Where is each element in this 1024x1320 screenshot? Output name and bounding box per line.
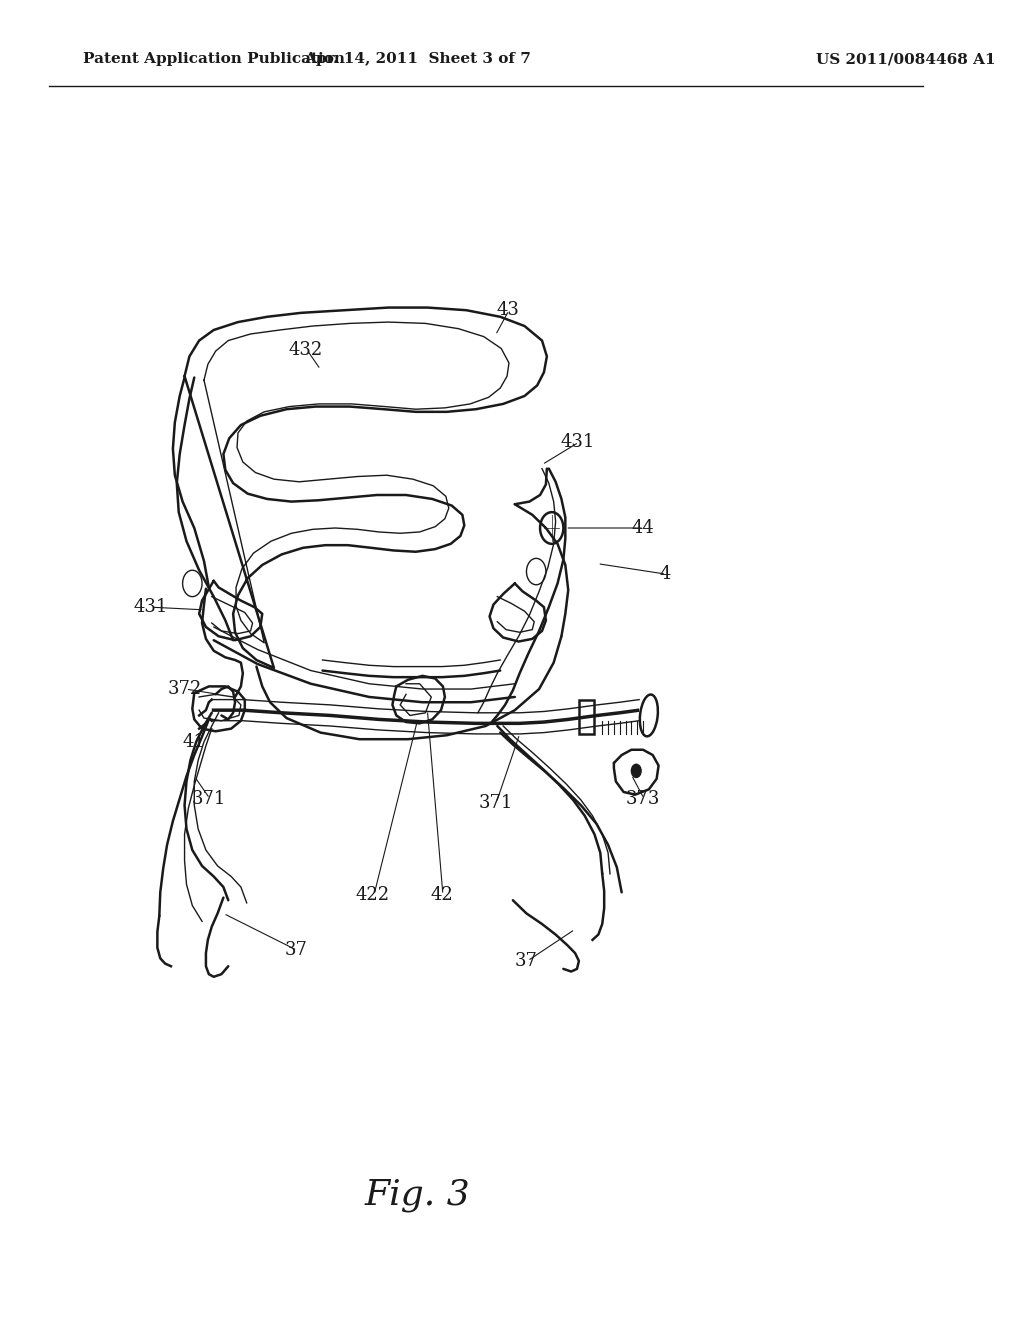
Text: 41: 41 [183, 733, 206, 751]
Text: 371: 371 [191, 789, 226, 808]
Text: 37: 37 [515, 952, 538, 970]
Text: 4: 4 [659, 565, 671, 583]
Text: 431: 431 [561, 433, 595, 451]
Text: 371: 371 [478, 793, 513, 812]
Text: 432: 432 [289, 341, 324, 359]
Text: 372: 372 [168, 680, 202, 698]
Text: US 2011/0084468 A1: US 2011/0084468 A1 [816, 53, 995, 66]
Text: 44: 44 [632, 519, 654, 537]
Text: 431: 431 [133, 598, 168, 616]
Text: 373: 373 [626, 789, 660, 808]
Text: 37: 37 [285, 941, 307, 960]
Text: Apr. 14, 2011  Sheet 3 of 7: Apr. 14, 2011 Sheet 3 of 7 [304, 53, 531, 66]
Text: 43: 43 [497, 301, 519, 319]
Bar [579, 700, 595, 734]
Text: Patent Application Publication: Patent Application Publication [83, 53, 344, 66]
Text: 42: 42 [430, 886, 454, 904]
Text: Fig. 3: Fig. 3 [365, 1177, 471, 1212]
Text: 422: 422 [356, 886, 390, 904]
Circle shape [632, 764, 641, 777]
